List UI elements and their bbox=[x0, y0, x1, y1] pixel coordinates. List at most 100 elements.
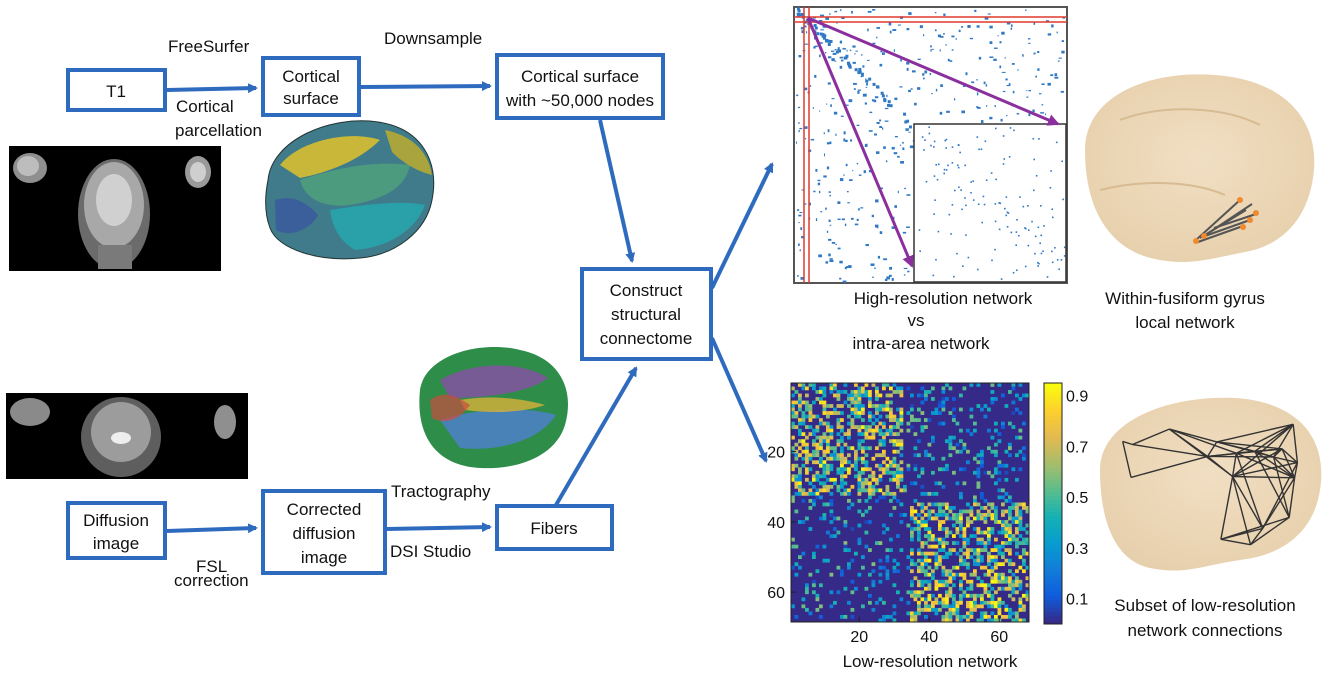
heatmap-cell bbox=[791, 411, 795, 415]
heatmap-cell bbox=[1008, 390, 1012, 394]
heatmap-cell bbox=[966, 516, 970, 521]
heatmap-cell bbox=[976, 474, 981, 479]
inset-dot bbox=[958, 144, 960, 147]
heatmap-cell bbox=[875, 425, 879, 429]
matrix-dot bbox=[1047, 33, 1052, 36]
heatmap-cell bbox=[857, 432, 862, 437]
heatmap-cell bbox=[857, 523, 862, 528]
heatmap-cell bbox=[948, 586, 953, 591]
heatmap-cell bbox=[882, 523, 886, 528]
heatmap-cell bbox=[990, 558, 995, 563]
heatmap-cell bbox=[976, 383, 981, 387]
heatmap-cell bbox=[931, 435, 935, 440]
heatmap-cell bbox=[882, 439, 886, 444]
heatmap-cell bbox=[973, 600, 977, 605]
heatmap-cell bbox=[850, 446, 855, 451]
heatmap-cell bbox=[917, 418, 921, 422]
heatmap-cell bbox=[871, 583, 876, 588]
matrix-dot bbox=[905, 128, 909, 131]
heatmap-cell bbox=[801, 421, 806, 426]
heatmap-cell bbox=[878, 597, 883, 602]
heatmap-cell bbox=[899, 390, 904, 394]
heatmap-cell bbox=[819, 456, 823, 461]
heatmap-cell bbox=[983, 404, 988, 408]
heatmap-cell bbox=[829, 491, 834, 496]
heatmap-cell bbox=[931, 516, 935, 521]
matrix-dot bbox=[1017, 69, 1019, 71]
box-construct-line3: connectome bbox=[600, 329, 693, 348]
heatmap-cell bbox=[864, 530, 869, 535]
matrix-dot bbox=[908, 131, 911, 133]
heatmap-cell bbox=[840, 572, 844, 577]
heatmap-cell bbox=[889, 400, 893, 405]
heatmap-cell bbox=[819, 495, 823, 500]
heatmap-cell bbox=[794, 425, 799, 429]
heatmap-cell bbox=[822, 502, 827, 507]
matrix-dot bbox=[958, 29, 961, 33]
heatmap-cell bbox=[948, 435, 953, 440]
matrix-dot bbox=[923, 34, 925, 37]
inset-dot bbox=[1015, 231, 1018, 233]
heatmap-cell bbox=[990, 474, 995, 479]
heatmap-cell bbox=[952, 513, 956, 517]
heatmap-cell bbox=[983, 572, 988, 577]
heatmap-cell bbox=[903, 513, 907, 517]
heatmap-cell bbox=[1025, 393, 1030, 398]
heatmap-cell bbox=[959, 509, 963, 514]
inset-dot bbox=[964, 164, 967, 167]
heatmap-cell bbox=[997, 520, 1002, 524]
heatmap-cell bbox=[801, 491, 806, 496]
heatmap-cell bbox=[910, 530, 914, 535]
matrix-dot bbox=[813, 46, 816, 49]
heatmap-cell bbox=[857, 428, 862, 433]
matrix-dot bbox=[862, 93, 867, 97]
heatmap-cell bbox=[899, 439, 904, 444]
heatmap-cell bbox=[1001, 551, 1005, 556]
heatmap-cell bbox=[976, 467, 981, 472]
network-edge bbox=[1273, 456, 1298, 464]
heatmap-cell bbox=[969, 604, 974, 609]
matrix-dot bbox=[862, 75, 864, 77]
matrix-dot bbox=[892, 29, 897, 32]
heatmap-cell bbox=[910, 407, 914, 412]
heatmap-cell bbox=[976, 555, 981, 560]
matrix-dot bbox=[814, 74, 817, 78]
heatmap-cell bbox=[997, 383, 1002, 387]
heatmap-cell bbox=[1008, 537, 1012, 542]
heatmap-cell bbox=[808, 527, 813, 531]
caption-low-res: Low-resolution network bbox=[843, 652, 1018, 671]
heatmap-cell bbox=[994, 442, 998, 447]
matrix-dot bbox=[903, 267, 908, 269]
heatmap-cell bbox=[917, 569, 921, 574]
matrix-dot bbox=[818, 254, 822, 258]
heatmap-cell bbox=[1008, 527, 1012, 531]
heatmap-cell bbox=[920, 583, 925, 588]
heatmap-cell bbox=[948, 618, 953, 623]
matrix-dot bbox=[866, 82, 868, 86]
heatmap-cell bbox=[920, 411, 925, 415]
heatmap-cell bbox=[938, 537, 942, 542]
heatmap-cell bbox=[1011, 537, 1016, 542]
heatmap-cell bbox=[973, 527, 977, 531]
heatmap-cell bbox=[889, 418, 893, 422]
matrix-dot bbox=[994, 104, 996, 108]
heatmap-cell bbox=[938, 520, 942, 524]
heatmap-cell bbox=[854, 586, 858, 591]
heatmap-cell bbox=[987, 527, 991, 531]
heatmap-cell bbox=[840, 569, 844, 574]
matrix-dot bbox=[922, 73, 925, 76]
colorbar-step bbox=[1044, 539, 1062, 545]
heatmap-cell bbox=[885, 393, 890, 398]
heatmap-cell bbox=[910, 558, 914, 563]
heatmap-cell bbox=[896, 484, 900, 489]
heatmap-cell bbox=[791, 498, 795, 503]
matrix-dot bbox=[976, 106, 979, 108]
heatmap-cell bbox=[1025, 506, 1030, 510]
heatmap-cell bbox=[945, 397, 949, 401]
heatmap-cell bbox=[994, 555, 998, 560]
heatmap-cell bbox=[805, 446, 809, 451]
heatmap-cell bbox=[938, 555, 942, 560]
heatmap-cell bbox=[1018, 600, 1023, 605]
matrix-dot bbox=[855, 50, 858, 52]
heatmap-cell bbox=[794, 509, 799, 514]
